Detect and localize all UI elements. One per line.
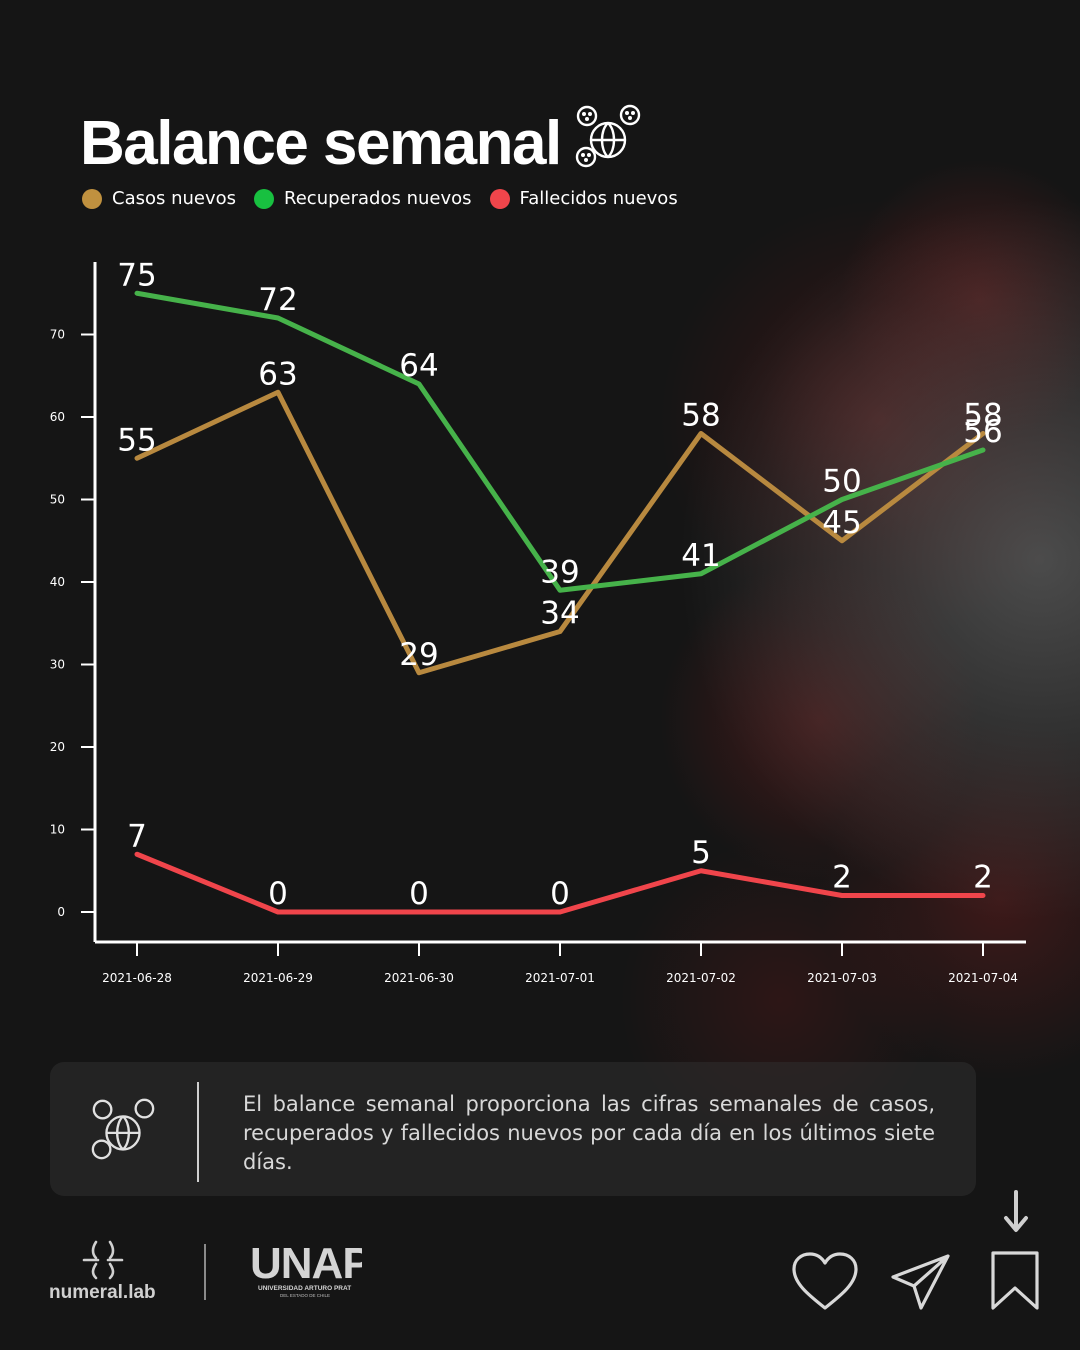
x-tick-label: 2021-07-04: [948, 971, 1018, 985]
data-label: 5: [691, 835, 711, 871]
send-icon[interactable]: [890, 1252, 952, 1312]
x-tick-label: 2021-06-28: [102, 971, 172, 985]
info-card: El balance semanal proporciona las cifra…: [50, 1062, 976, 1196]
series-line-1: [134, 290, 986, 593]
x-tick-label: 2021-06-29: [243, 971, 313, 985]
series-line-2: [134, 851, 986, 915]
data-label: 0: [268, 876, 288, 912]
data-label: 2: [832, 860, 852, 896]
data-label: 39: [540, 554, 579, 590]
x-tick-label: 2021-07-03: [807, 971, 877, 985]
data-label: 41: [681, 538, 720, 574]
data-label: 72: [258, 282, 297, 318]
heart-icon[interactable]: [790, 1250, 860, 1312]
data-label: 58: [681, 398, 720, 434]
y-tick-label: 50: [50, 493, 65, 507]
footer-divider: [204, 1244, 206, 1300]
unap-subtitle-2: DEL ESTADO DE CHILE: [280, 1293, 330, 1298]
data-label: 75: [117, 257, 156, 293]
unap-logo: UNAP UNIVERSIDAD ARTURO PRAT DEL ESTADO …: [250, 1240, 362, 1298]
y-tick-label: 40: [50, 575, 65, 589]
chart-legend: Casos nuevos Recuperados nuevos Fallecid…: [82, 188, 678, 209]
data-label: 58: [963, 398, 1002, 434]
unap-subtitle: UNIVERSIDAD ARTURO PRAT: [258, 1285, 351, 1292]
y-tick-label: 30: [50, 658, 65, 672]
data-label: 34: [540, 596, 579, 632]
bookmark-icon[interactable]: [990, 1250, 1040, 1312]
legend-item-fallecidos: Fallecidos nuevos: [489, 188, 678, 209]
x-tick-label: 2021-07-01: [525, 971, 595, 985]
page-title: Balance semanal: [80, 109, 562, 178]
data-label: 0: [550, 876, 570, 912]
data-label: 45: [822, 505, 861, 541]
series-line-0: [134, 389, 986, 676]
info-text: El balance semanal proporciona las cifra…: [243, 1092, 935, 1174]
legend-dot-recuperados: [254, 188, 275, 209]
legend-label-fallecidos: Fallecidos nuevos: [519, 188, 678, 209]
legend-label-recuperados: Recuperados nuevos: [284, 188, 472, 209]
y-tick-label: 60: [50, 410, 65, 424]
legend-item-casos: Casos nuevos: [82, 188, 236, 209]
data-label: 0: [409, 876, 429, 912]
covid-globe-icon: [575, 104, 641, 168]
data-label: 50: [822, 464, 861, 500]
data-label: 2: [973, 860, 993, 896]
numeral-lab-logo: numeral.lab: [49, 1240, 156, 1303]
numeral-lab-wordmark: numeral.lab: [49, 1282, 156, 1303]
y-tick-label: 70: [50, 328, 65, 342]
legend-dot-casos: [82, 188, 102, 209]
y-tick-label: 10: [50, 823, 65, 837]
legend-dot-fallecidos: [489, 188, 510, 209]
data-label: 29: [399, 637, 438, 673]
x-tick-label: 2021-06-30: [384, 971, 454, 985]
y-tick-label: 20: [50, 740, 65, 754]
info-divider: [197, 1082, 199, 1182]
legend-label-casos: Casos nuevos: [112, 188, 237, 209]
legend-item-recuperados: Recuperados nuevos: [254, 188, 472, 209]
arrow-down-icon: [1004, 1190, 1028, 1232]
data-label: 64: [399, 348, 438, 384]
data-label: 55: [117, 422, 156, 458]
data-label: 56: [963, 414, 1002, 450]
covid-globe-icon: [91, 1098, 155, 1160]
y-tick-label: 0: [57, 905, 65, 919]
data-label: 7: [127, 818, 147, 854]
x-tick-label: 2021-07-02: [666, 971, 736, 985]
data-label: 63: [258, 356, 297, 392]
unap-wordmark: UNAP: [250, 1240, 362, 1288]
